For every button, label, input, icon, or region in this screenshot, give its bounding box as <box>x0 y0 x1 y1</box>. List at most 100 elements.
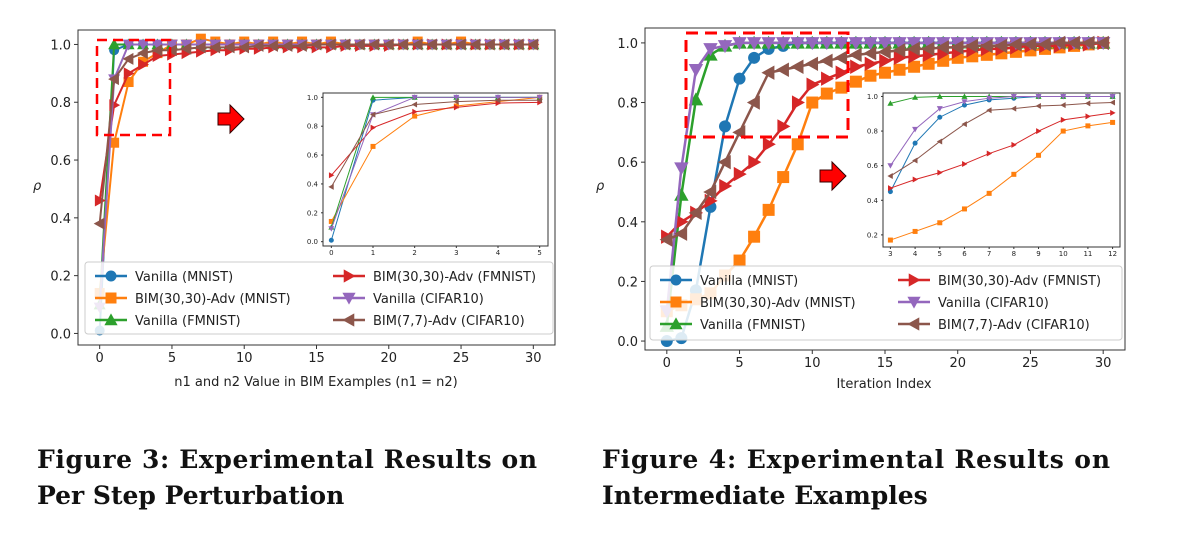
fig3-y-tick-label: 1.0 <box>50 38 71 53</box>
fig3-data-point <box>122 52 134 65</box>
fig3-x-tick-label: 20 <box>380 351 397 366</box>
fig4-data-point <box>777 171 790 184</box>
fig4-data-point <box>777 119 791 134</box>
fig3-data-point <box>151 44 163 57</box>
fig4-data-point <box>761 37 776 51</box>
fig4-legend-label: BIM(7,7)-Adv (CIFAR10) <box>938 318 1090 333</box>
fig4-inset-x-tick-label: 3 <box>888 250 892 258</box>
fig4-data-point <box>863 46 877 61</box>
fig4-xlabel: Iteration Index <box>836 377 931 392</box>
fig3-data-point <box>296 39 307 52</box>
fig4-data-point <box>761 65 775 80</box>
fig4-data-point <box>719 178 733 194</box>
fig3-inset-data-point <box>370 111 376 118</box>
fig3-inset-data-point <box>412 108 418 115</box>
fig4-data-point <box>733 254 746 267</box>
fig4-data-point <box>849 75 862 88</box>
fig4-inset-data-point <box>1084 100 1091 107</box>
fig4-data-point <box>762 203 775 216</box>
fig3-data-point <box>440 38 452 51</box>
fig3-inset-y-tick-label: 0.8 <box>307 123 318 131</box>
fig4-inset-x-tick-label: 10 <box>1059 250 1068 258</box>
fig3-data-point <box>137 47 148 60</box>
fig3-inset-y-tick-label: 0.0 <box>307 238 318 246</box>
fig4-inset-y-tick-label: 0.4 <box>867 197 879 205</box>
fig3-inset-data-point <box>328 237 334 243</box>
fig4-legend-label: Vanilla (MNIST) <box>700 274 798 289</box>
fig3-data-point <box>382 38 394 51</box>
figure-4-chart: 0 5 10 15 20 25 30 0.0 0.2 0.4 0.6 0.8 1.0 Vanilla (M… <box>617 27 1126 371</box>
fig4-data-point <box>746 37 762 51</box>
fig4-inset-data-point <box>887 237 893 243</box>
fig3-inset-data-point <box>328 218 334 224</box>
fig3-inset-data-point <box>453 98 459 105</box>
fig4-data-point <box>719 120 731 133</box>
fig4-legend-label: BIM(30,30)-Adv (MNIST) <box>700 296 856 311</box>
fig3-inset-series-line-4 <box>330 96 540 229</box>
fig3-xlabel: n1 and n2 Value in BIM Examples (n1 = n2… <box>174 375 457 390</box>
fig4-data-point <box>703 184 717 200</box>
fig3-data-point <box>165 39 178 51</box>
fig3-data-point <box>455 38 466 51</box>
fig3-legend-marker <box>104 313 118 326</box>
fig4-inset-series-line-4 <box>889 95 1113 166</box>
fig3-data-point <box>267 39 278 52</box>
fig3-inset-y-tick-label: 0.6 <box>307 152 319 160</box>
fig4-y-tick-label: 1.0 <box>617 37 638 52</box>
fig3-inset-y-tick-label: 1.0 <box>307 94 318 102</box>
fig4-inset-x-tick-label: 6 <box>962 250 967 258</box>
fig4-inset-data-point <box>1060 128 1066 134</box>
fig4-ylabel: ρ <box>596 179 605 194</box>
fig4-x-tick-label: 15 <box>877 356 894 371</box>
fig3-inset-data-point <box>411 94 418 101</box>
fig4-x-tick-label: 0 <box>663 356 671 371</box>
fig3-inset-data-point <box>370 143 376 149</box>
fig4-inset-data-point <box>1060 102 1066 109</box>
fig4-data-point <box>922 57 935 70</box>
fig4-inset-data-point <box>937 114 943 120</box>
fig3-arrow-icon <box>217 103 245 135</box>
fig4-inset-x-tick-label: 8 <box>1012 250 1016 258</box>
fig3-x-tick-label: 30 <box>525 351 542 366</box>
fig4-y-tick-label: 0.8 <box>617 97 638 112</box>
fig3-inset-data-point <box>328 172 335 179</box>
fig4-inset-data-point <box>1036 152 1042 158</box>
fig4-data-point <box>1008 37 1022 52</box>
fig4-data-point <box>848 37 864 51</box>
fig3-legend-label: Vanilla (CIFAR10) <box>373 292 484 307</box>
fig4-x-tick-label: 5 <box>735 356 743 371</box>
fig4-data-point <box>791 138 804 151</box>
fig4-data-point <box>775 62 789 77</box>
fig4-data-point <box>863 37 878 51</box>
fig3-inset-data-point <box>328 226 335 232</box>
fig4-inset-data-point <box>1109 99 1115 106</box>
fig4-data-point <box>848 47 862 63</box>
fig4-inset-data-point <box>1010 105 1017 112</box>
fig4-legend-marker <box>907 317 920 331</box>
fig4-inset-data-point <box>887 163 894 169</box>
fig3-data-point <box>122 39 135 51</box>
fig3-y-tick-label: 0.0 <box>50 327 71 342</box>
fig4-inset-series-line-3 <box>890 112 1113 189</box>
fig4-inset-data-point <box>961 206 967 212</box>
fig3-data-point <box>180 39 193 51</box>
fig4-data-point <box>834 50 848 66</box>
fig4-data-point <box>733 72 746 85</box>
fig3-data-point <box>339 38 351 51</box>
fig4-inset-data-point <box>887 100 894 106</box>
fig4-data-point <box>1066 35 1080 51</box>
fig4-inset-data-point <box>1035 102 1041 109</box>
fig4-inset-data-point <box>936 138 943 145</box>
fig4-y-tick-label: 0.4 <box>617 216 638 231</box>
fig4-inset-data-point <box>936 93 943 99</box>
fig3-data-point <box>498 38 510 51</box>
fig3-legend-label: Vanilla (MNIST) <box>135 270 233 285</box>
fig3-data-point <box>238 41 250 54</box>
fig4-inset-data-point <box>1060 116 1067 123</box>
fig4-data-point <box>921 37 936 51</box>
fig4-y-tick-label: 0.2 <box>617 275 638 290</box>
fig4-inset-data-point <box>1085 123 1091 129</box>
fig4-data-point <box>790 59 804 74</box>
fig3-data-point <box>209 41 221 54</box>
